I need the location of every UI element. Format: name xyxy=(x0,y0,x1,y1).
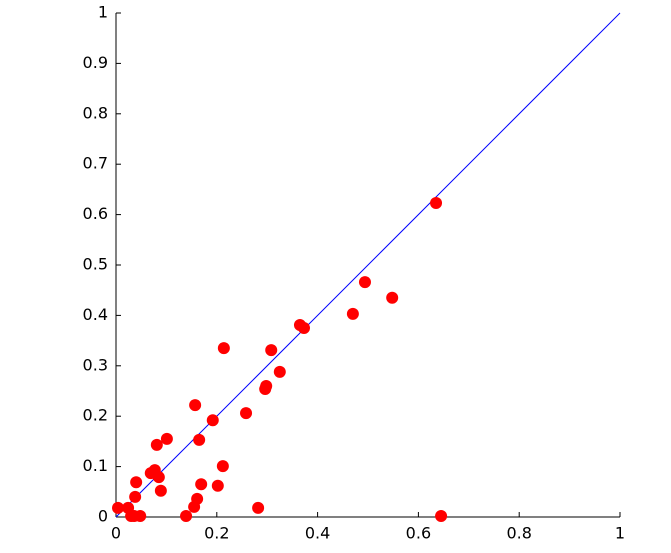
y-tick-label: 0.6 xyxy=(83,204,108,223)
x-tick-label: 0 xyxy=(111,524,121,543)
data-point xyxy=(193,433,206,446)
y-tick-label: 0.1 xyxy=(83,456,108,475)
x-tick-label: 0.8 xyxy=(506,524,531,543)
data-point xyxy=(191,492,204,505)
x-tick-label: 0.6 xyxy=(406,524,431,543)
y-tick-label: 1 xyxy=(98,3,108,22)
data-point xyxy=(150,438,163,451)
data-point xyxy=(430,197,443,210)
data-point xyxy=(134,509,147,522)
data-point xyxy=(260,379,273,392)
x-tick-label: 0.2 xyxy=(204,524,229,543)
data-point xyxy=(129,490,142,503)
y-tick-label: 0 xyxy=(98,507,108,526)
data-point xyxy=(216,460,229,473)
data-point xyxy=(240,407,253,420)
data-point xyxy=(180,509,193,522)
data-point xyxy=(160,432,173,445)
data-point xyxy=(206,414,219,427)
data-point xyxy=(152,471,165,484)
data-point xyxy=(297,322,310,334)
data-point xyxy=(217,342,230,355)
data-point xyxy=(435,509,448,522)
data-point xyxy=(189,399,202,412)
data-point xyxy=(265,344,278,357)
y-tick-label: 0.4 xyxy=(83,305,108,324)
y-tick-label: 0.5 xyxy=(83,255,108,274)
data-point xyxy=(252,501,265,514)
reference-line xyxy=(115,12,621,518)
y-tick-label: 0.2 xyxy=(83,406,108,425)
data-point xyxy=(211,479,224,492)
data-point xyxy=(195,478,208,491)
data-point xyxy=(154,484,167,497)
data-point xyxy=(112,501,125,514)
data-point xyxy=(273,365,286,378)
data-point xyxy=(358,276,371,289)
data-point xyxy=(130,476,143,489)
y-tick-label: 0.7 xyxy=(83,154,108,173)
y-tick-label: 0.3 xyxy=(83,355,108,374)
data-point xyxy=(386,291,399,304)
y-tick-label: 0.9 xyxy=(83,53,108,72)
x-tick-label: 1 xyxy=(615,524,625,543)
x-tick-label: 0.4 xyxy=(305,524,330,543)
data-point xyxy=(346,307,359,320)
y-tick-label: 0.8 xyxy=(83,103,108,122)
